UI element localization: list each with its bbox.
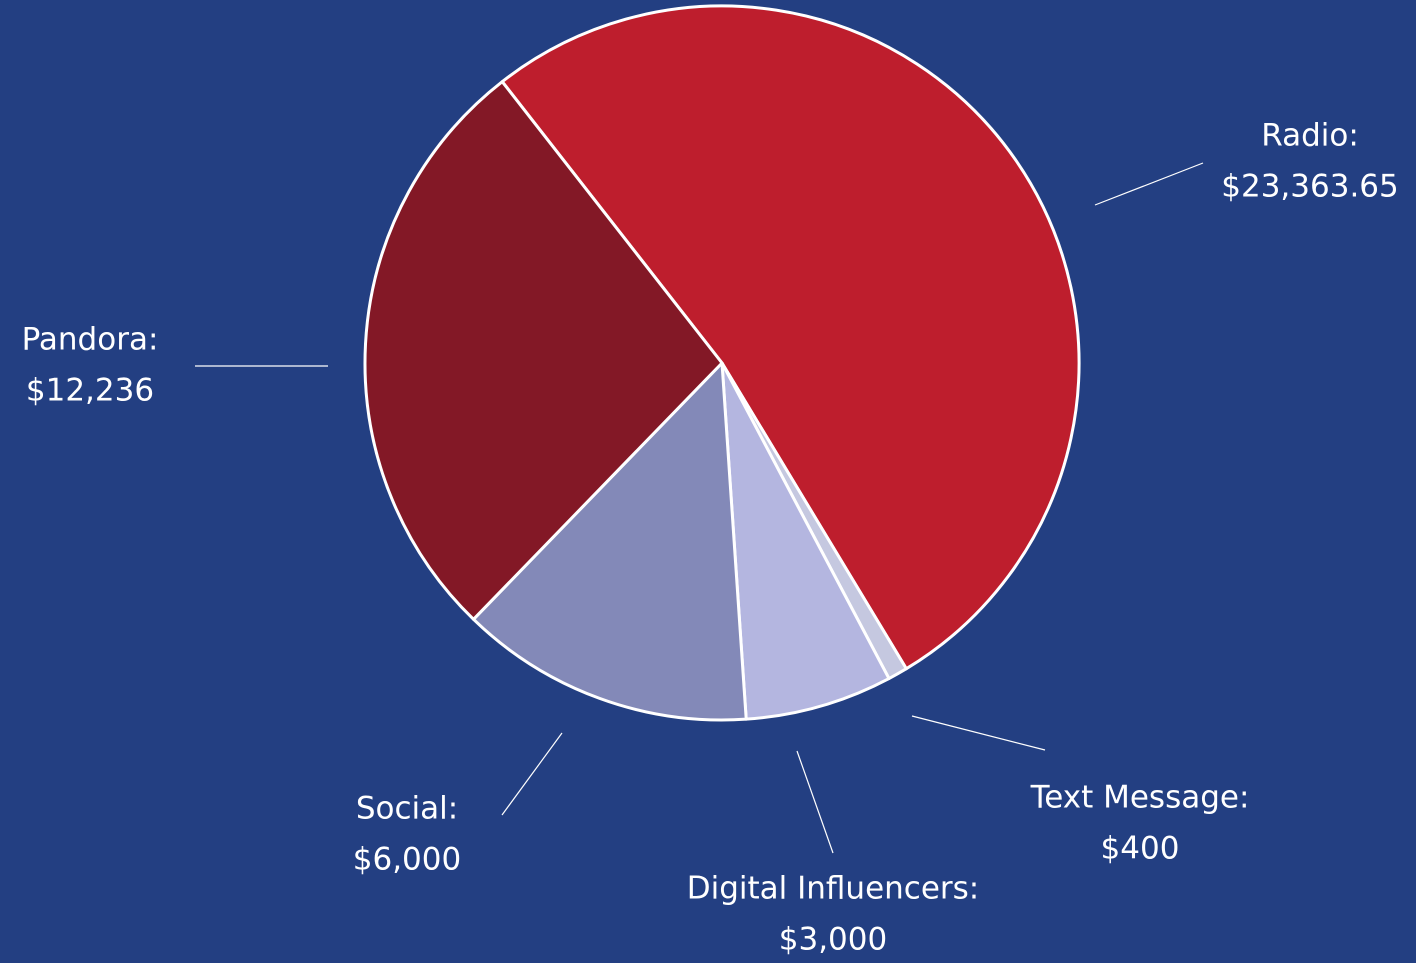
value-label: $23,363.65 — [1221, 169, 1399, 205]
value-label: $12,236 — [26, 373, 154, 409]
leader-line — [1094, 162, 1204, 206]
slice-label: Social: — [356, 791, 458, 827]
pie-slice — [720, 361, 891, 721]
leader-line — [796, 750, 834, 854]
value-label: $6,000 — [353, 842, 461, 878]
pie-slice — [472, 361, 748, 722]
slice-label: Pandora: — [22, 322, 159, 358]
slice-label: Digital Influencers: — [687, 871, 980, 907]
leader-line — [911, 715, 1046, 751]
leader-line — [501, 732, 563, 816]
value-label: $400 — [1101, 831, 1180, 867]
slice-label: Radio: — [1261, 118, 1359, 154]
value-label: $3,000 — [779, 922, 887, 958]
slice-label: Text Message: — [1030, 780, 1250, 816]
pie-slice — [363, 80, 724, 621]
pie-slice — [500, 4, 1081, 671]
